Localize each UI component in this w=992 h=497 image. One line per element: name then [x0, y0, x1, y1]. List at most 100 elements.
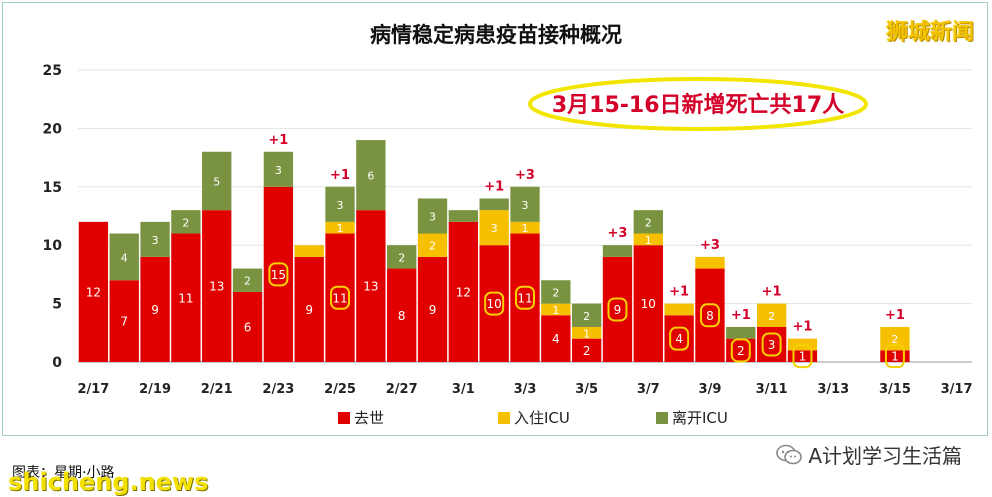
- bar-icu-label: 2: [429, 240, 436, 253]
- bar-icu-label: 1: [522, 222, 529, 235]
- y-tick-label: 15: [43, 180, 62, 196]
- bar-left-icu: [109, 233, 139, 281]
- callout: 3月15-16日新增死亡共17人: [528, 77, 868, 131]
- bar-left-icu-label: 3: [522, 199, 529, 212]
- death-highlight-ring: [884, 344, 905, 369]
- y-tick-label: 20: [43, 121, 63, 137]
- bar-icu: [417, 233, 448, 257]
- bar-death-label: 10: [487, 297, 502, 311]
- x-axis: 2/17 2/19 2/21 2/23 2/25 2/27 3/1 3/3 3/5 3/7 3/9 3…: [77, 382, 972, 397]
- death-highlight-ring: [268, 262, 289, 287]
- plus-annotation: +1: [330, 168, 350, 183]
- bar-left-icu-label: 2: [398, 251, 405, 264]
- bar-icu: [664, 303, 694, 316]
- bar-left-icu: [356, 140, 386, 211]
- bar-death-label: 10: [641, 297, 656, 311]
- plus-annotation: +3: [515, 168, 535, 183]
- bar-death: [356, 210, 386, 362]
- bar-left-icu: [510, 186, 540, 222]
- wechat-icon: [776, 444, 803, 466]
- plus-annotation: +3: [608, 226, 628, 241]
- callout-ellipse: [528, 77, 868, 131]
- plus-annotation: +3: [700, 238, 720, 253]
- bar-icu-label: 2: [891, 333, 898, 346]
- bar-death: [726, 338, 756, 362]
- x-tick-label: 2/21: [201, 382, 233, 397]
- bar-left-icu-label: 2: [583, 310, 590, 323]
- bar-icu-label: 2: [768, 310, 775, 323]
- bar-left-icu: [633, 210, 663, 234]
- bar-death-label: 12: [456, 285, 471, 299]
- bar-death: [171, 233, 201, 362]
- plus-annotation: +1: [669, 285, 689, 300]
- bar-death-label: 15: [271, 268, 286, 282]
- bars: [78, 140, 910, 362]
- bar-death: [387, 268, 417, 362]
- bar-icu-label: 1: [552, 304, 559, 317]
- legend-swatch-left-icu: [656, 412, 668, 424]
- legend-label-icu: 入住ICU: [514, 409, 570, 427]
- footer-watermark: shicheng.news: [8, 468, 209, 496]
- y-tick-label: 10: [43, 238, 63, 254]
- bar-icu-label: 1: [337, 222, 344, 235]
- chart-frame: [2, 2, 988, 436]
- bar-death-label: 11: [517, 291, 532, 305]
- bar-death-label: 6: [244, 320, 252, 334]
- bar-left-icu: [448, 210, 479, 222]
- bar-death-label: 7: [120, 315, 128, 329]
- bar-death-label: 1: [799, 350, 807, 364]
- bar-left-icu: [232, 268, 263, 292]
- x-tick-label: 3/17: [941, 382, 973, 397]
- bar-death: [78, 221, 109, 362]
- bar-death-label: 12: [86, 285, 101, 299]
- legend-label-death: 去世: [354, 409, 384, 427]
- legend-swatch-icu: [498, 412, 510, 424]
- bar-icu: [541, 303, 571, 316]
- death-highlight-ring: [330, 285, 351, 310]
- y-tick-label: 5: [52, 297, 62, 313]
- death-highlight-ring: [761, 332, 782, 357]
- x-tick-label: 3/9: [699, 382, 722, 397]
- bar-icu: [695, 256, 725, 269]
- x-tick-label: 3/5: [575, 382, 598, 397]
- x-tick-label: 2/17: [77, 382, 109, 397]
- bar-icu: [294, 245, 324, 257]
- bar-death-label: 13: [209, 280, 224, 294]
- x-tick-label: 3/11: [756, 382, 788, 397]
- bar-death-label: 1: [891, 350, 899, 364]
- bar-death-label: 3: [768, 338, 776, 352]
- bar-left-icu-label: 3: [152, 234, 159, 247]
- account-badge: A计划学习生活篇: [776, 440, 962, 469]
- bar-left-icu: [571, 303, 602, 327]
- plus-annotation: +1: [268, 133, 288, 148]
- plus-annotation: +1: [731, 308, 751, 323]
- bar-death: [140, 256, 170, 362]
- death-highlight-ring: [699, 303, 720, 328]
- legend-swatch-death: [338, 412, 350, 424]
- bar-death: [880, 350, 910, 362]
- bar-icu: [325, 221, 355, 234]
- bar-left-icu-label: 3: [337, 199, 344, 212]
- bar-icu-label: 1: [583, 327, 590, 340]
- bar-death: [202, 210, 232, 362]
- bar-death: [571, 338, 602, 362]
- bar-death: [109, 280, 139, 362]
- bar-left-icu: [541, 280, 571, 304]
- bar-death-label: 11: [332, 291, 347, 305]
- bar-left-icu: [602, 245, 633, 257]
- brand-logo: 狮城新闻: [885, 20, 974, 45]
- callout-text: 3月15-16日新增死亡共17人: [552, 92, 844, 118]
- bar-death-label: 13: [363, 280, 378, 294]
- x-tick-label: 3/7: [637, 382, 660, 397]
- bar-icu: [571, 326, 602, 339]
- plus-annotation: +1: [885, 308, 905, 323]
- bar-left-icu-label: 2: [182, 216, 189, 229]
- bar-icu: [510, 221, 540, 234]
- x-tick-label: 2/19: [139, 382, 171, 397]
- bar-left-icu-label: 3: [275, 164, 282, 177]
- death-highlight-ring: [792, 344, 813, 369]
- bar-death-label: 2: [737, 344, 745, 358]
- bar-death-label: 4: [675, 332, 683, 346]
- bar-left-icu: [726, 326, 756, 339]
